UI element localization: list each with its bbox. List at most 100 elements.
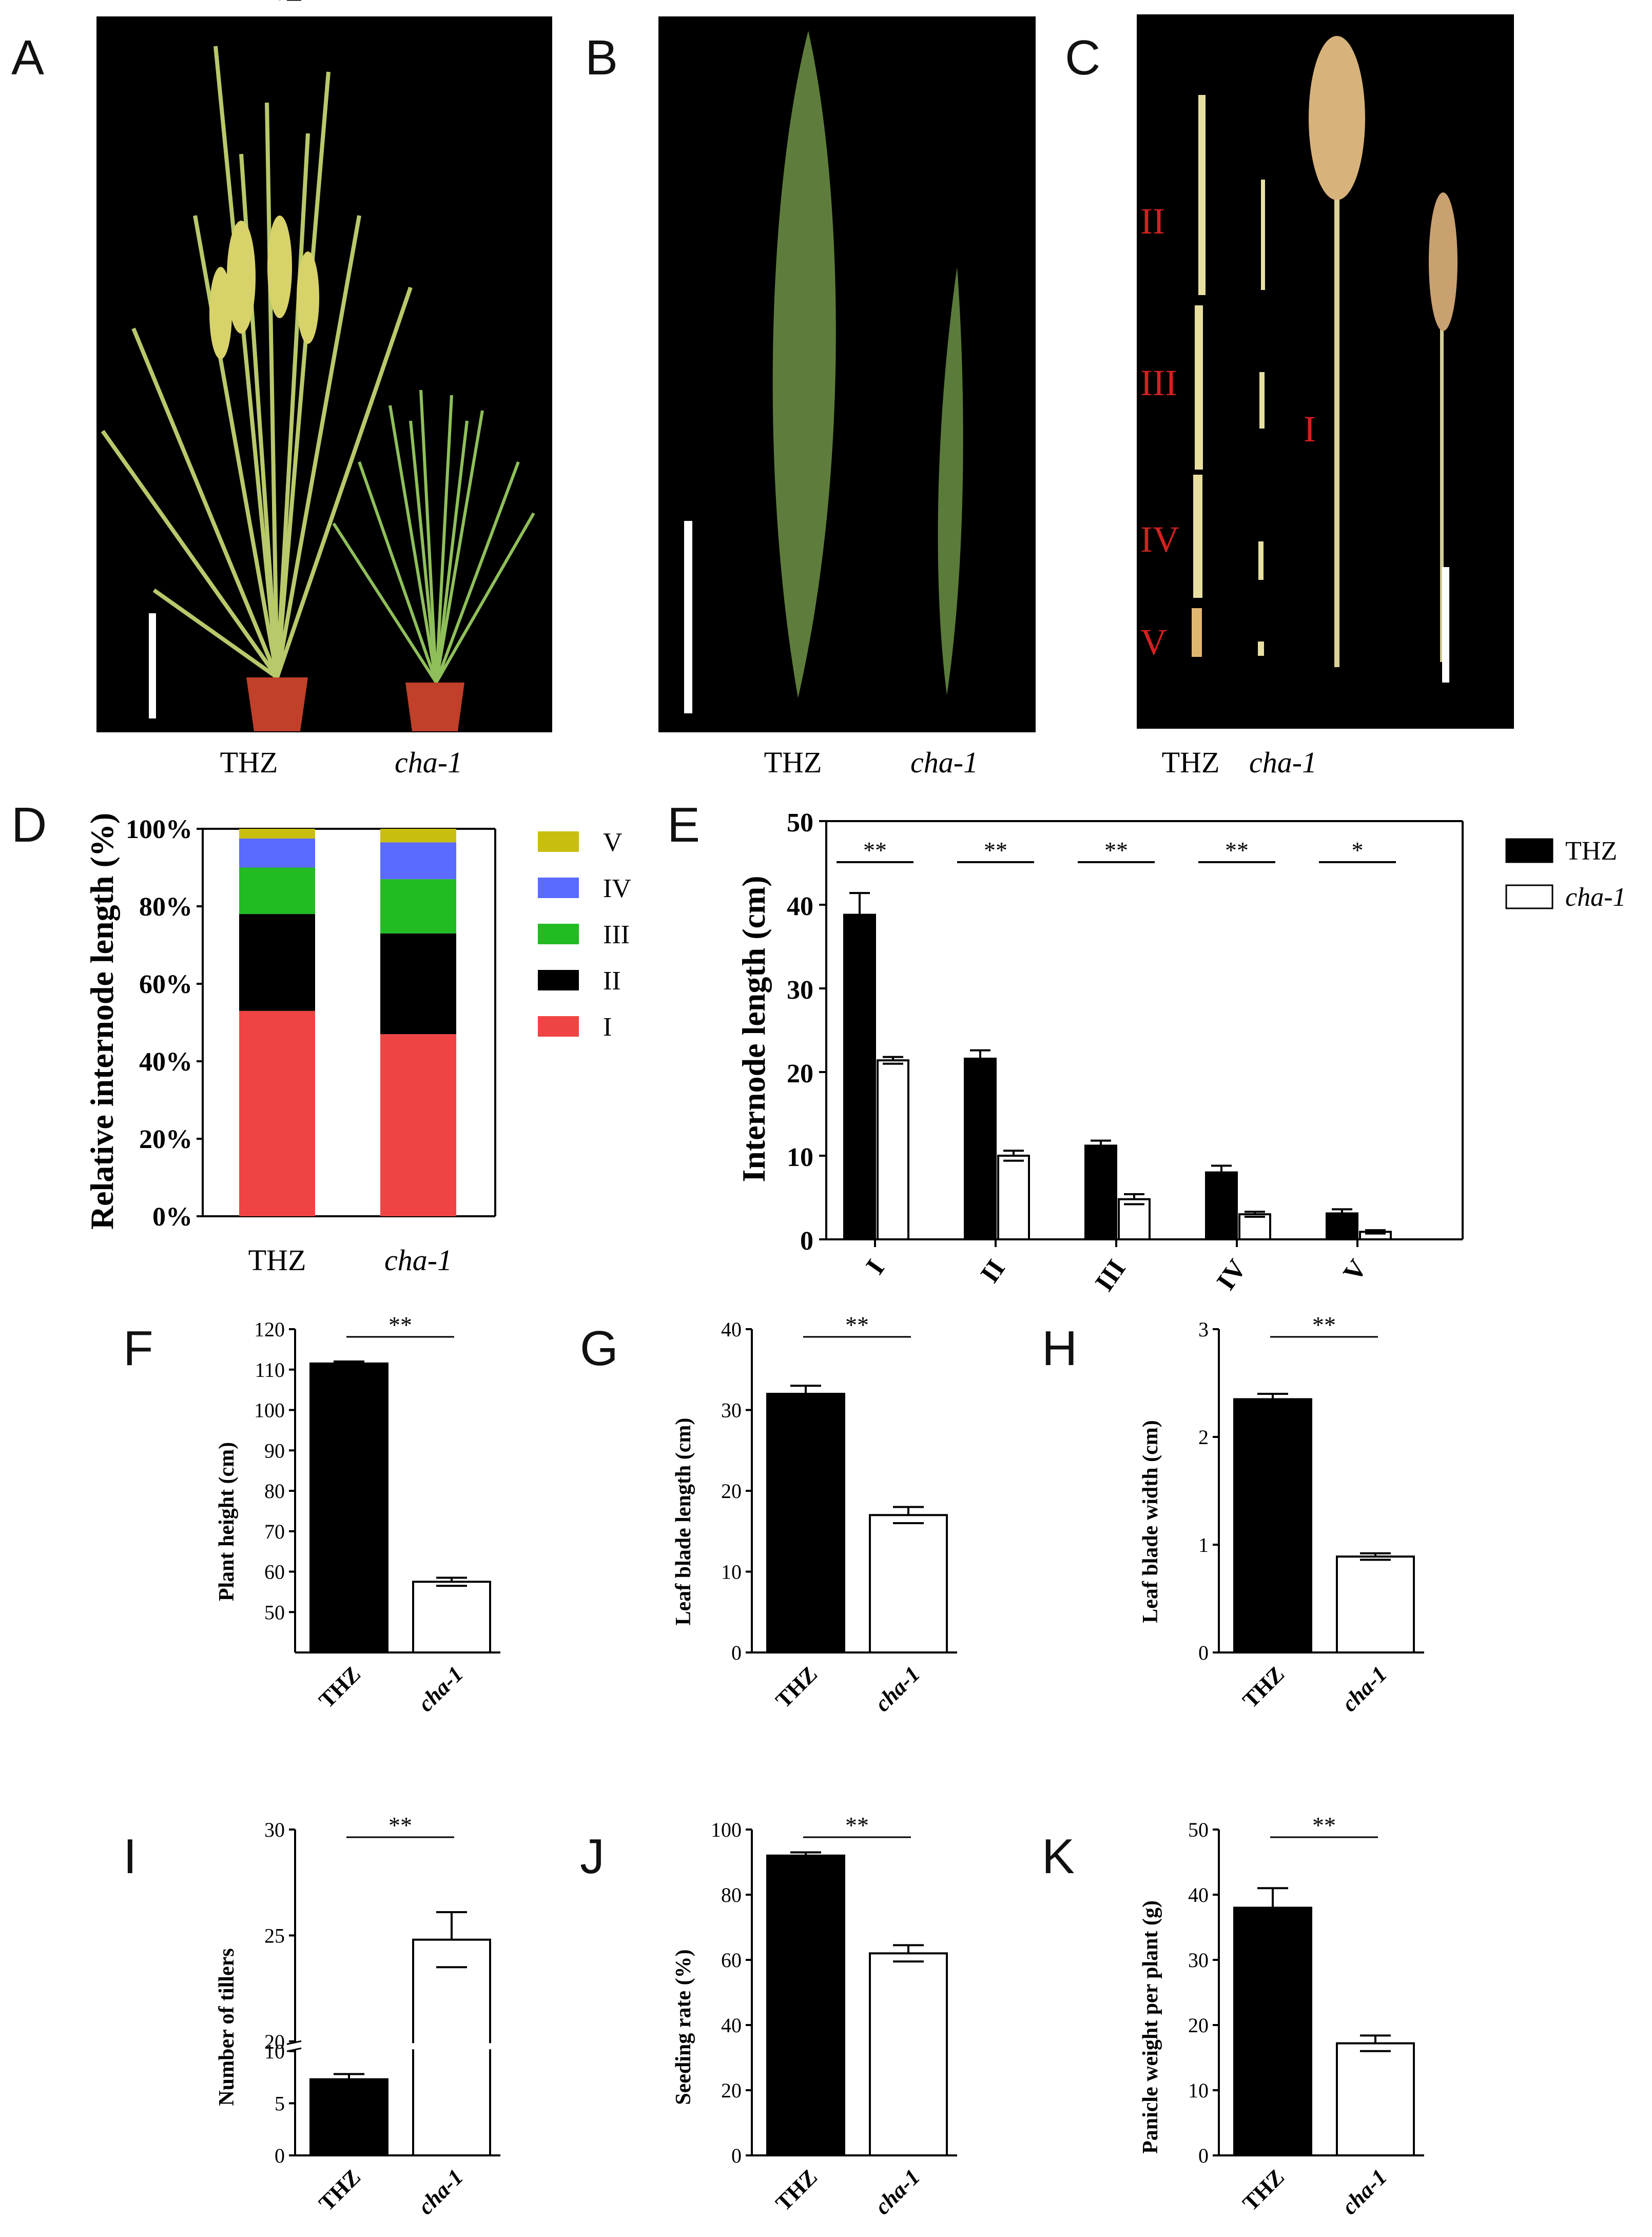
chart-f-axis-break [285, 0, 500, 6]
photo-b-label-thz: THZ [764, 746, 822, 779]
chart-k-category-label: THZ [1238, 2164, 1289, 2215]
legend-label-i: I [603, 1013, 612, 1042]
photo-b [658, 16, 1036, 732]
chart-f-ytick-label: 70 [264, 1520, 285, 1543]
scale-bar-c [1442, 567, 1449, 683]
chart-f-ytick-label: 80 [264, 1480, 285, 1503]
chart-e-category-label: V [1338, 1254, 1373, 1287]
legend-swatch-iv [538, 878, 579, 898]
panel-label-e: E [667, 797, 700, 852]
bar-cha-1-iv [380, 842, 456, 880]
chart-i-ytick-label: 5 [275, 2092, 285, 2115]
chart-e-category-label: III [1090, 1254, 1132, 1296]
thz-panicles [209, 216, 319, 359]
chart-k-y-label: Panicle weight per plant (g) [1139, 1900, 1162, 2154]
bar-cha-1 [869, 1952, 948, 2157]
cha1-panicle-c [1429, 192, 1457, 331]
cha1-plant-illustration [332, 390, 535, 684]
chart-h-category-label: cha-1 [1337, 1661, 1392, 1716]
chart-g-ytick-label: 10 [721, 1561, 742, 1584]
chart-f-ytick-label: 0 [275, 0, 285, 5]
chart-g-leaf-blade-length: Leaf blade length (cm) 0 10 20 30 40 THZ cha-1… [672, 1312, 957, 1717]
chart-j-category-label: cha-1 [870, 2164, 925, 2219]
bar-thz [1233, 1907, 1312, 2156]
chart-e-y-label: Internode length (cm) [735, 876, 772, 1182]
internode-label-iv: IV [1140, 519, 1179, 560]
chart-f-ytick-label: 120 [254, 1318, 285, 1341]
chart-k-significance-marker: ** [1312, 1812, 1336, 1838]
bar-cha-1-iv [1238, 1213, 1271, 1241]
chart-f-category-label: cha-1 [413, 1661, 468, 1716]
panel-label-d: D [11, 797, 47, 852]
bar-cha-1 [869, 1514, 948, 1654]
bar-cha-1-i [380, 1034, 456, 1216]
bar-cha-1-ii [380, 933, 456, 1035]
axis-break-mark [286, 2047, 302, 2052]
bar-thz-ii [239, 914, 315, 1011]
chart-h-ytick-label: 2 [1198, 1426, 1209, 1449]
significance-marker: ** [863, 837, 887, 863]
bar-thz-i [843, 913, 876, 1241]
legend-label-ii: II [603, 966, 621, 996]
chart-f-ytick-label: 50 [264, 1601, 285, 1624]
legend-label-iv: IV [603, 874, 631, 903]
scale-bar-b [684, 521, 692, 713]
bar-thz-iv [239, 838, 315, 868]
chart-g-ytick-label: 40 [721, 1318, 742, 1341]
chart-i-significance-marker: ** [388, 1812, 412, 1838]
thz-internode-i [1334, 195, 1339, 667]
chart-h-leaf-blade-width: Leaf blade width (cm) 0 1 2 3 THZ cha-1 ** [1139, 1312, 1424, 1717]
chart-i-ytick-label: 30 [264, 1818, 285, 1841]
chart-k-ytick-label: 20 [1188, 2014, 1209, 2037]
chart-k-ytick-label: 30 [1188, 1949, 1209, 1972]
legend-swatch-i [538, 1016, 579, 1037]
chart-j-ytick-label: 40 [721, 2014, 742, 2037]
bar-cha-1-i [877, 1059, 909, 1240]
bar-cha-1-iii [380, 879, 456, 933]
photo-a-label-thz: THZ [220, 746, 278, 779]
bar-cha-1 [1336, 2042, 1415, 2157]
chart-d-ytick-label: 80% [139, 892, 192, 922]
chart-f-plant-height: Plant height (cm) 0 50 60 70 80 90 100 110 120 TH… [215, 0, 500, 1717]
cha1-leaf [938, 267, 963, 695]
chart-e-legend: THZ cha-1 [1505, 837, 1626, 912]
thz-plant-illustration [101, 46, 413, 679]
chart-h-category-label: THZ [1238, 1661, 1289, 1713]
photo-a-label-cha1: cha-1 [395, 746, 462, 779]
cha1-internodes [1258, 180, 1265, 656]
legend-label-v: V [603, 828, 623, 857]
chart-g-y-label: Leaf blade length (cm) [672, 1418, 695, 1626]
photo-c-label-thz: THZ [1162, 746, 1220, 779]
legend-label-cha1: cha-1 [1565, 883, 1626, 912]
legend-swatch-thz [1505, 838, 1553, 863]
significance-marker: ** [1104, 837, 1128, 863]
chart-f-significance-marker: ** [388, 1312, 412, 1338]
chart-h-ytick-label: 1 [1198, 1533, 1209, 1557]
legend-swatch-ii [538, 970, 579, 990]
chart-h-ytick-label: 3 [1198, 1318, 1209, 1341]
chart-d-relative-internode-length: 0% 20% 40% 60% 80% 100% THZ cha-1 Relative int… [84, 813, 631, 1277]
bar-thz [309, 1362, 388, 1654]
chart-d-ytick-label: 0% [152, 1202, 192, 1232]
chart-j-category-label: THZ [771, 2164, 822, 2215]
bar-cha-1-v [380, 829, 456, 843]
chart-i-category-label: THZ [314, 2164, 365, 2215]
chart-i-ytick-label: 0 [275, 2144, 285, 2167]
chart-e-category-label: II [975, 1254, 1011, 1288]
chart-e-ytick-label: 0 [800, 1227, 813, 1256]
chart-e-ytick-label: 10 [787, 1143, 813, 1172]
legend-label-thz: THZ [1565, 837, 1617, 866]
photo-c: II III IV V I [1137, 14, 1514, 729]
chart-j-ytick-label: 20 [721, 2079, 742, 2102]
cha1-internode-i [1440, 328, 1444, 662]
chart-f-ytick-label: 100 [254, 1399, 285, 1422]
bar-thz [766, 1393, 845, 1654]
chart-i-ytick-label: 10 [264, 2040, 285, 2063]
photo-a [96, 16, 552, 732]
photo-b-label-cha1: cha-1 [910, 746, 978, 779]
bar-cha-1 [1336, 1555, 1415, 1654]
chart-j-ytick-label: 80 [721, 1883, 742, 1907]
chart-h-ytick-label: 0 [1198, 1641, 1209, 1664]
